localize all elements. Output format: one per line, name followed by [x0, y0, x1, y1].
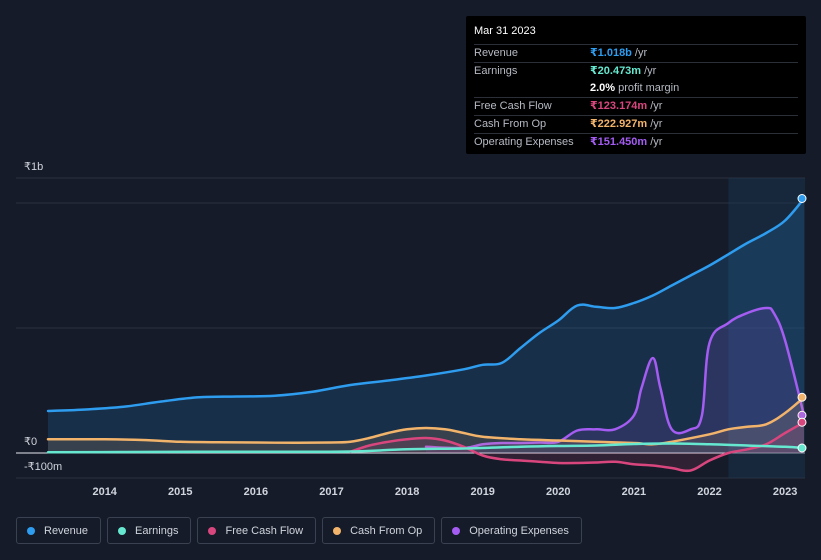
tooltip-row: Operating Expenses ₹151.450m/yr [474, 133, 798, 151]
series-line-free-cash-flow [349, 421, 806, 473]
legend-label: Revenue [44, 524, 89, 537]
series-endpoint-cash-from-op [797, 392, 807, 402]
legend-dot-icon [27, 526, 35, 535]
tooltip-row-label: Operating Expenses [474, 136, 574, 148]
tooltip-row: Cash From Op ₹222.927m/yr [474, 115, 798, 133]
legend: Revenue Earnings Free Cash Flow Cash From O… [16, 517, 582, 544]
series-area-revenue [48, 198, 804, 453]
x-tick-label: 2018 [395, 486, 419, 498]
legend-dot-icon [118, 526, 127, 535]
series-line-cash-from-op [46, 396, 806, 446]
tooltip-row: Free Cash Flow ₹123.174m/yr [474, 97, 798, 115]
tooltip-row-value: ₹123.174m [590, 100, 648, 112]
tooltip-row-label: Earnings [474, 65, 518, 77]
tooltip-row-unit: /yr [644, 65, 657, 77]
x-tick-label: 2016 [244, 486, 268, 498]
legend-item-earnings[interactable]: Earnings [107, 517, 192, 544]
series-line-operating-expenses [424, 306, 806, 450]
tooltip-row: Earnings ₹20.473m/yr [474, 62, 798, 80]
tooltip-row-unit: /yr [650, 118, 663, 130]
legend-dot-icon [333, 526, 342, 535]
legend-item-revenue[interactable]: Revenue [16, 517, 102, 544]
x-tick-label: 2021 [622, 486, 646, 498]
series-endpoint-earnings [797, 443, 807, 453]
tooltip-row-unit: /yr [634, 47, 648, 59]
x-tick-label: 2022 [697, 486, 721, 498]
x-tick-label: 2017 [319, 486, 343, 498]
legend-item-cash-from-op[interactable]: Cash From Op [322, 517, 436, 544]
tooltip-row-value: ₹222.927m [590, 118, 648, 130]
x-tick-label: 2020 [546, 486, 570, 498]
legend-label: Free Cash Flow [225, 524, 304, 537]
tooltip-row-value: ₹151.450m [590, 136, 648, 148]
y-axis: ₹1b ₹0 -₹100m [24, 161, 62, 473]
tooltip-row-unit: /yr [650, 136, 663, 148]
series-endpoint-free-cash-flow [797, 417, 807, 427]
legend-item-free-cash-flow[interactable]: Free Cash Flow [197, 517, 317, 544]
tooltip-row: 2.0% profit margin [474, 80, 798, 97]
tooltip-row-label: Cash From Op [474, 118, 547, 130]
y-tick-label: -₹100m [24, 461, 62, 473]
tooltip-rows: Revenue ₹1.018b/yr Earnings ₹20.473m/yr 2.0%… [474, 44, 798, 151]
tooltip-row-label [474, 80, 590, 97]
x-tick-label: 2023 [773, 486, 797, 498]
legend-label: Operating Expenses [469, 524, 569, 537]
series-line-earnings [46, 442, 806, 454]
series-line-revenue [46, 197, 806, 413]
tooltip-row-value: 2.0% [590, 82, 616, 94]
legend-label: Earnings [135, 524, 179, 537]
y-tick-label: ₹0 [24, 436, 37, 448]
tooltip-panel: Mar 31 2023 Revenue ₹1.018b/yr Earnings ₹20… [466, 16, 806, 154]
tooltip-row: Revenue ₹1.018b/yr [474, 44, 798, 62]
tooltip-row-unit: /yr [650, 100, 663, 112]
tooltip-row-label: Free Cash Flow [474, 100, 552, 112]
tooltip-date: Mar 31 2023 [474, 25, 536, 37]
x-tick-label: 2014 [92, 486, 117, 498]
y-tick-label: ₹1b [24, 161, 43, 173]
legend-item-operating-expenses[interactable]: Operating Expenses [441, 517, 582, 544]
series-endpoint-revenue [797, 194, 807, 203]
tooltip-row-value: ₹20.473m [590, 65, 642, 77]
x-tick-label: 2015 [168, 486, 192, 498]
tooltip-row-value: ₹1.018b [590, 47, 632, 59]
tooltip-row-unit: profit margin [618, 82, 680, 94]
legend-label: Cash From Op [350, 524, 423, 537]
series-layer [46, 194, 807, 473]
series-area-cash-from-op [48, 397, 804, 453]
x-axis: 2014 2015 2016 2017 2018 2019 2020 2021 2022 2023 [92, 486, 797, 498]
legend-dot-icon [452, 526, 461, 535]
tooltip-row-label: Revenue [474, 47, 519, 59]
legend-dot-icon [208, 526, 217, 535]
x-tick-label: 2019 [470, 486, 494, 498]
series-area-free-cash-flow [350, 422, 804, 471]
